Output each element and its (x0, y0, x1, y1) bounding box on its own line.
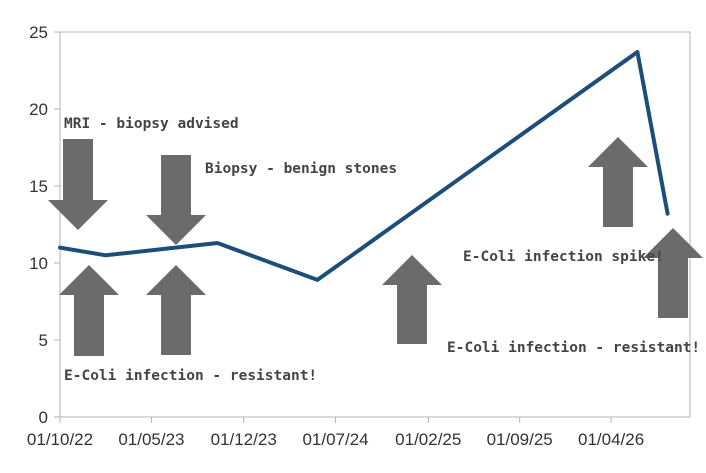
series-line (58, 50, 670, 282)
annotation-arrow-up (382, 255, 442, 344)
annotation-ecoli-1: E-Coli infection - resistant! (64, 368, 317, 384)
series-layer (58, 50, 670, 282)
annotation-arrow-down (146, 155, 206, 245)
plot-area (59, 31, 691, 418)
x-tick-label: 01/02/25 (395, 430, 461, 449)
x-tick-label: 01/05/23 (118, 430, 184, 449)
y-tick-label: 15 (29, 177, 48, 196)
annotation-ecoli-2: E-Coli infection - resistant! (447, 340, 700, 356)
y-tick-label: 25 (29, 23, 48, 42)
x-tick-label: 01/09/25 (487, 430, 553, 449)
y-tick-label: 20 (29, 100, 48, 119)
y-tick-label: 0 (39, 408, 48, 427)
x-tick-label: 01/12/23 (211, 430, 277, 449)
annotation-arrows (48, 137, 703, 356)
annotation-arrow-up (643, 228, 703, 318)
y-tick-label: 10 (29, 254, 48, 273)
annotation-ecoli-spike: E-Coli infection spike! (463, 249, 664, 265)
y-tick-label: 5 (39, 331, 48, 350)
annotation-mri: MRI - biopsy advised (64, 116, 239, 132)
annotation-arrow-up (146, 265, 206, 355)
x-tick-label: 01/07/24 (302, 430, 368, 449)
y-axis: 0 5 10 15 20 25 (29, 23, 60, 427)
annotation-biopsy: Biopsy - benign stones (205, 161, 397, 177)
annotation-arrow-up (59, 265, 119, 356)
x-tick-label: 01/04/26 (578, 430, 644, 449)
annotation-arrow-down (48, 139, 108, 230)
annotation-labels: MRI - biopsy advised Biopsy - benign sto… (64, 116, 700, 384)
x-tick-label: 01/10/22 (27, 430, 93, 449)
annotation-arrow-up (588, 137, 648, 227)
x-axis: 01/10/22 01/05/23 01/12/23 01/07/24 01/02/25… (27, 417, 644, 449)
